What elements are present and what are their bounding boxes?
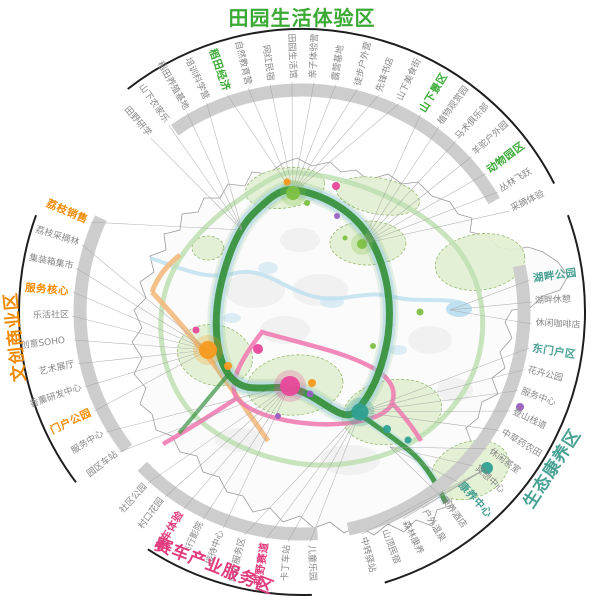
- connector-line: [77, 349, 209, 365]
- connector-line: [72, 291, 209, 351]
- connector-line: [359, 347, 530, 413]
- map-node: [342, 235, 348, 241]
- connector-line: [165, 384, 291, 498]
- connector-line: [248, 88, 294, 194]
- connector-line: [186, 112, 243, 231]
- connector-line: [292, 84, 337, 194]
- river: [149, 256, 463, 305]
- connector-line: [105, 384, 291, 433]
- gray-arc-segment: [137, 461, 318, 541]
- connector-line: [265, 411, 361, 540]
- connector-line: [361, 114, 421, 245]
- connector-lines: [71, 82, 532, 542]
- connector-line: [389, 446, 487, 450]
- connector-line: [76, 267, 209, 351]
- orange-route: [149, 253, 271, 443]
- black-arc-segment: [384, 214, 586, 584]
- connector-line: [292, 82, 315, 194]
- map-node: [481, 462, 493, 474]
- connector-line: [292, 88, 358, 194]
- connector-line: [361, 210, 509, 245]
- map-nodes: [192, 178, 524, 474]
- gray-arc-segment: [73, 215, 133, 453]
- connector-line: [226, 94, 294, 194]
- map-node: [351, 403, 369, 421]
- urban-texture: [215, 228, 473, 475]
- map-node: [370, 343, 376, 349]
- map-node: [280, 376, 300, 396]
- program-zone: [191, 235, 225, 261]
- map-node: [253, 344, 263, 354]
- connector-line: [90, 221, 243, 231]
- connector-line: [361, 467, 488, 535]
- connector-line: [71, 315, 209, 351]
- connector-line: [223, 384, 291, 529]
- connector-line: [269, 84, 294, 194]
- map-node: [192, 326, 200, 334]
- connector-line: [183, 384, 291, 510]
- connector-line: [449, 309, 532, 325]
- connector-line: [81, 244, 209, 351]
- connector-line: [119, 384, 291, 453]
- connector-line: [292, 103, 400, 194]
- map-node: [286, 186, 300, 200]
- connector-line: [359, 390, 519, 413]
- map-node: [304, 200, 310, 206]
- inner-arc-band: [73, 83, 531, 541]
- map-node: [308, 379, 316, 387]
- black-arc-segment: [18, 214, 77, 483]
- connector-line: [382, 467, 488, 528]
- connector-line: [361, 156, 472, 245]
- connector-line: [206, 102, 243, 231]
- connector-line: [389, 446, 441, 496]
- map-node: [306, 390, 314, 398]
- map-node: [332, 182, 340, 190]
- connector-line: [449, 279, 530, 311]
- connector-line: [202, 384, 291, 520]
- connector-line: [147, 384, 291, 484]
- black-arc-segment: [127, 28, 556, 184]
- map-node: [199, 341, 217, 359]
- connector-line: [309, 411, 361, 542]
- connector-line: [168, 124, 243, 231]
- connector-line: [359, 410, 510, 413]
- gray-arc-segment: [346, 264, 531, 536]
- connector-line: [361, 140, 457, 245]
- connector-line: [73, 339, 209, 351]
- connector-line: [291, 82, 294, 194]
- connector-line: [389, 446, 473, 467]
- connector-line: [287, 411, 361, 542]
- connector-line: [402, 467, 488, 519]
- connector-line: [361, 191, 499, 245]
- connector-line: [359, 369, 525, 413]
- connector-line: [389, 446, 458, 482]
- outer-arc-ring: [18, 28, 586, 596]
- map-node: [357, 239, 367, 249]
- map-node: [283, 178, 291, 186]
- map-node: [404, 436, 412, 444]
- map-node: [516, 403, 524, 411]
- map-node: [275, 413, 281, 419]
- connector-line: [150, 138, 243, 231]
- connector-line: [292, 95, 379, 194]
- map-node: [416, 308, 424, 316]
- connector-line: [359, 411, 500, 431]
- connector-line: [361, 173, 486, 245]
- map-node: [383, 425, 391, 433]
- connector-line: [361, 126, 440, 245]
- connector-line: [84, 349, 209, 388]
- connector-line: [94, 349, 209, 412]
- map-node: [334, 213, 340, 219]
- connector-line: [244, 411, 361, 535]
- black-arc-segment: [147, 548, 312, 596]
- outer-loop-trail: [158, 169, 486, 468]
- map-node: [224, 362, 232, 370]
- connector-line: [449, 301, 532, 311]
- gray-arc-segment: [170, 83, 500, 205]
